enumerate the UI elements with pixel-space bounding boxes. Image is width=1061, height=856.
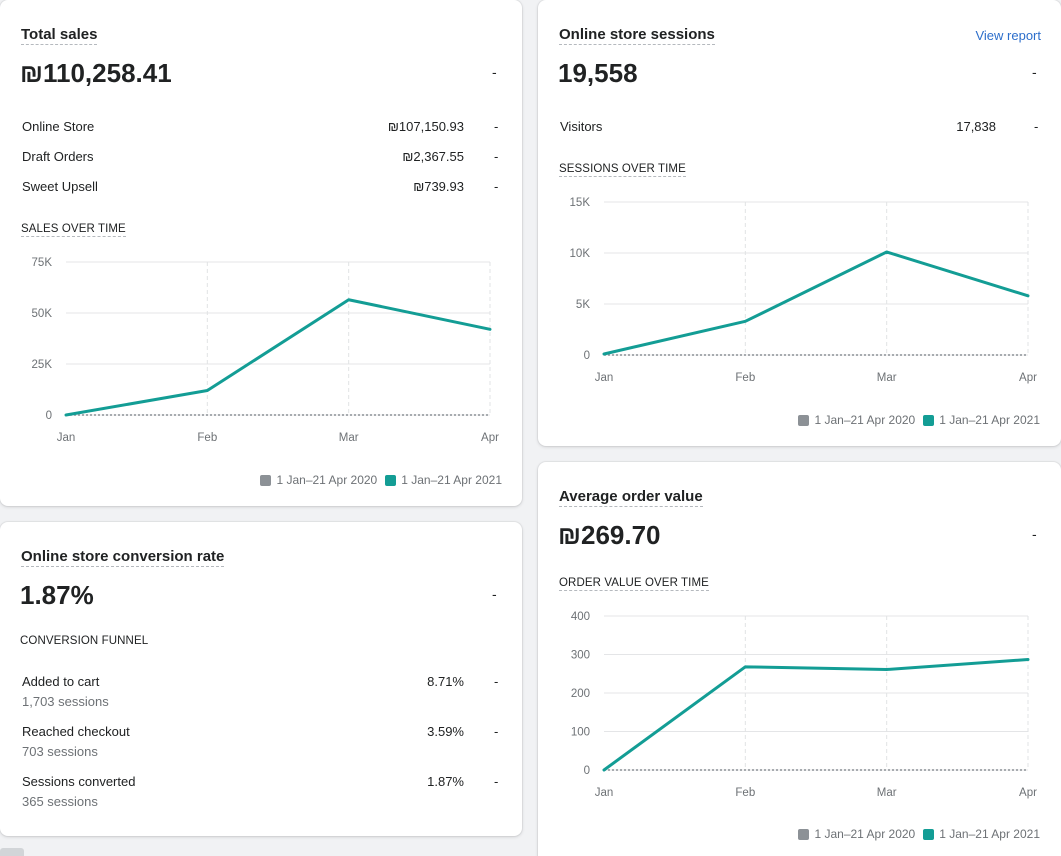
legend-previous-swatch [798,828,810,840]
sales-row-label: Sweet Upsell [22,179,98,194]
y-tick-label: 50K [32,308,53,320]
x-tick-label: Apr [1019,372,1037,384]
y-tick-label: 300 [571,650,590,662]
visitors-change: - [1034,119,1039,134]
legend-previous-swatch [260,474,272,486]
funnel-step-rate: 3.59% [427,724,464,739]
aov-chart-legend: 1 Jan–21 Apr 2020 1 Jan–21 Apr 2021 [798,827,1040,841]
legend-previous[interactable]: 1 Jan–21 Apr 2020 [798,827,915,841]
funnel-step-sessions: 1,703 sessions [22,694,109,709]
x-tick-label: Mar [339,432,359,444]
legend-current-label: 1 Jan–21 Apr 2021 [939,413,1040,427]
sales-row-value: ₪739.93 [413,179,464,194]
y-tick-label: 5K [576,299,590,311]
sessions-value: 19,558 [558,58,638,88]
aov-title[interactable]: Average order value [559,488,703,507]
y-tick-label: 15K [570,197,591,209]
total-sales-value: ₪110,258.41 [20,58,172,88]
legend-current[interactable]: 1 Jan–21 Apr 2021 [385,473,502,487]
sessions-over-time-chart: 0 5K 10K 15K Jan Feb Mar Apr [570,197,1038,384]
x-tick-label: Jan [595,372,614,384]
sales-row-label: Online Store [22,119,95,134]
average-order-value-card: Average order value ₪269.70 - ORDER VALU… [538,462,1061,856]
y-tick-label: 25K [32,359,53,371]
sales-over-time-chart: 0 25K 50K 75K Jan Feb Mar Apr [32,257,500,444]
sales-row-value: ₪2,367.55 [402,149,464,164]
legend-previous-swatch [798,414,810,426]
x-tick-label: Jan [595,787,614,799]
x-tick-label: Jan [57,432,76,444]
funnel-step-label: Added to cart [22,674,100,689]
legend-previous-label: 1 Jan–21 Apr 2020 [276,473,378,487]
funnel-step-sessions: 703 sessions [22,744,98,759]
y-tick-label: 75K [32,257,53,269]
y-tick-label: 0 [584,765,590,777]
y-tick-label: 200 [571,688,590,700]
x-tick-label: Apr [481,432,499,444]
y-tick-label: 10K [570,248,591,260]
legend-previous[interactable]: 1 Jan–21 Apr 2020 [798,413,915,427]
x-tick-label: Feb [735,787,755,799]
legend-previous-label: 1 Jan–21 Apr 2020 [814,827,916,841]
sessions-chart-label[interactable]: SESSIONS OVER TIME [559,163,686,177]
sales-row-value: ₪107,150.93 [387,119,464,134]
aov-value: ₪269.70 [558,520,661,550]
funnel-step-change: - [494,774,499,789]
y-tick-label: 400 [571,611,590,623]
legend-previous[interactable]: 1 Jan–21 Apr 2020 [260,473,377,487]
total-sales-title[interactable]: Total sales [21,26,98,45]
sales-row-label: Draft Orders [22,149,94,164]
x-tick-label: Feb [735,372,755,384]
legend-current-label: 1 Jan–21 Apr 2021 [401,473,502,487]
sales-row-change: - [494,119,499,134]
funnel-step-change: - [494,724,499,739]
y-tick-label: 0 [584,350,590,362]
aov-chart-label[interactable]: ORDER VALUE OVER TIME [559,577,709,591]
legend-previous-label: 1 Jan–21 Apr 2020 [814,413,916,427]
sales-chart-legend: 1 Jan–21 Apr 2020 1 Jan–21 Apr 2021 [260,473,502,487]
x-tick-label: Apr [1019,787,1037,799]
series-current-line [602,658,1030,772]
partial-card-edge [0,848,24,856]
x-tick-label: Mar [877,787,897,799]
online-store-sessions-card: Online store sessions View report 19,558… [538,0,1061,446]
legend-current[interactable]: 1 Jan–21 Apr 2021 [923,827,1040,841]
conversion-title[interactable]: Online store conversion rate [21,548,225,567]
aov-change: - [1032,526,1037,542]
funnel-step-label: Reached checkout [22,724,130,739]
legend-current-swatch [385,474,397,486]
sessions-chart-legend: 1 Jan–21 Apr 2020 1 Jan–21 Apr 2021 [798,413,1040,427]
sessions-change: - [1032,64,1037,80]
order-value-over-time-chart: 0 100 200 300 400 Jan Feb Mar Apr [571,611,1037,799]
legend-current-label: 1 Jan–21 Apr 2021 [939,827,1040,841]
visitors-value: 17,838 [956,119,996,134]
legend-current-swatch [923,414,935,426]
series-current-line [64,298,492,417]
legend-current-swatch [923,828,935,840]
conversion-value: 1.87% [20,580,94,610]
conversion-funnel-label: CONVERSION FUNNEL [20,635,149,647]
sales-row-change: - [494,149,499,164]
sessions-title[interactable]: Online store sessions [559,26,715,45]
total-sales-change: - [492,64,497,80]
conversion-rate-card: Online store conversion rate 1.87% - CON… [0,522,522,836]
funnel-step-change: - [494,674,499,689]
x-tick-label: Feb [197,432,217,444]
y-tick-label: 0 [46,410,52,422]
x-tick-label: Mar [877,372,897,384]
funnel-step-label: Sessions converted [22,774,136,789]
sales-row-change: - [494,179,499,194]
funnel-step-rate: 1.87% [427,774,464,789]
legend-current[interactable]: 1 Jan–21 Apr 2021 [923,413,1040,427]
y-tick-label: 100 [571,727,590,739]
conversion-change: - [492,586,497,602]
visitors-label: Visitors [560,119,603,134]
sales-chart-label[interactable]: SALES OVER TIME [21,223,126,237]
view-report-link[interactable]: View report [975,28,1041,43]
total-sales-card: Total sales ₪110,258.41 - Online Store ₪… [0,0,522,506]
funnel-step-rate: 8.71% [427,674,464,689]
funnel-step-sessions: 365 sessions [22,794,98,809]
series-current-line [602,250,1030,356]
